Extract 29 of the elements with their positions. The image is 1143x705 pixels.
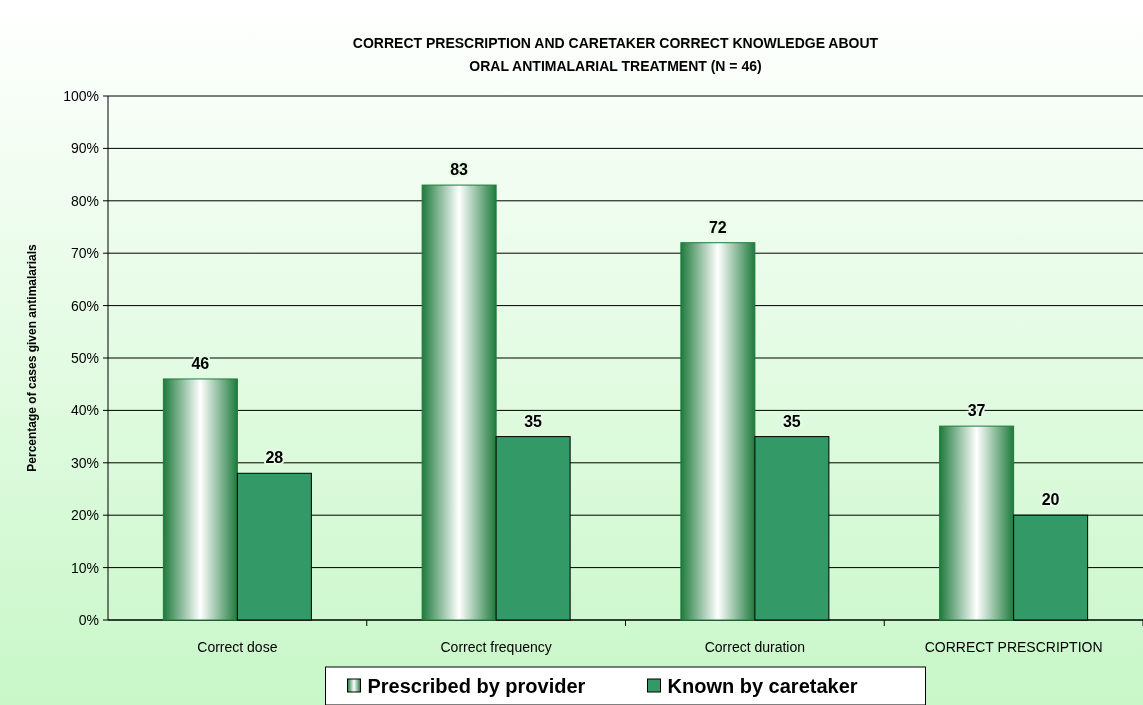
y-tick-label: 60% [70,297,99,314]
data-label: 83 [450,161,469,179]
data-label: 20 [1041,491,1060,509]
y-tick-label: 40% [70,402,99,419]
y-tick-label: 70% [70,245,99,262]
legend-label: Known by caretaker [667,675,858,697]
bar [680,242,756,621]
x-tick-label: CORRECT PRESCRIPTION [924,639,1103,655]
data-label: 35 [524,412,543,430]
bar [939,425,1015,621]
x-tick-label: Correct duration [704,639,806,655]
x-tick-label: Correct frequency [440,639,552,655]
y-tick-label: 90% [70,140,99,157]
y-tick-label: 50% [70,349,99,366]
y-tick-label: 30% [70,454,99,471]
legend-label: Prescribed by provider [367,675,586,697]
y-tick-label: 100% [63,87,99,104]
bar [421,184,497,621]
bar [162,378,238,621]
x-tick-label: Correct dose [197,639,278,655]
y-tick-label: 10% [70,559,99,576]
y-tick-label: 20% [70,507,99,524]
data-label: 72 [708,218,727,236]
y-axis-title: Percentage of cases given antimalarials [25,243,39,472]
y-tick-label: 0% [78,611,99,628]
data-label: 46 [191,354,210,372]
data-label: 35 [782,412,801,430]
chart-title: CORRECT PRESCRIPTION AND CARETAKER CORRECT KNOWLEDGE ABOUT ORAL ANTIMALARIAL TREATMENT (N = 46) [352,35,879,74]
y-tick-label: 80% [70,192,99,209]
